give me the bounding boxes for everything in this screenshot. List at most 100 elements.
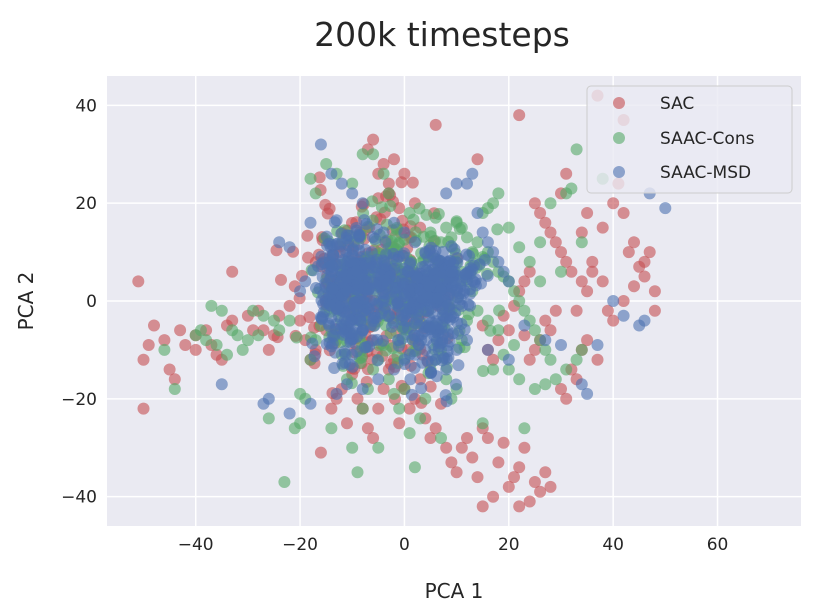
data-point	[321, 239, 334, 252]
data-point	[416, 328, 429, 341]
data-point	[476, 226, 489, 239]
data-point	[283, 299, 296, 312]
data-point	[523, 255, 536, 268]
data-point	[407, 213, 420, 226]
data-point	[464, 299, 476, 312]
chart-title: 200k timesteps	[314, 15, 570, 54]
data-point	[377, 383, 390, 395]
data-point	[194, 324, 207, 337]
data-point	[406, 176, 419, 189]
data-point	[497, 265, 510, 278]
data-point	[445, 265, 458, 278]
data-point	[398, 358, 411, 370]
data-point	[570, 143, 583, 156]
data-point	[168, 373, 181, 386]
data-point	[377, 167, 390, 180]
data-point	[492, 187, 505, 200]
y-tick-label: 0	[86, 292, 97, 312]
legend-marker-sac	[613, 97, 625, 109]
data-point	[324, 250, 336, 263]
data-point	[397, 263, 410, 275]
data-point	[476, 500, 489, 513]
data-point	[534, 485, 547, 498]
data-point	[617, 309, 630, 322]
data-point	[283, 241, 296, 254]
data-point	[168, 383, 181, 395]
data-point	[502, 275, 515, 288]
data-point	[398, 289, 411, 302]
data-point	[466, 167, 479, 180]
data-point	[221, 348, 233, 361]
data-point	[432, 292, 445, 305]
data-point	[493, 304, 506, 317]
data-point	[356, 148, 369, 161]
data-point	[549, 236, 562, 249]
data-point	[205, 299, 218, 312]
y-tick-label: −40	[61, 488, 97, 508]
data-point	[410, 271, 423, 284]
data-point	[438, 352, 451, 365]
data-point	[370, 297, 383, 310]
data-point	[386, 320, 398, 333]
data-point	[586, 255, 599, 268]
data-point	[335, 256, 348, 269]
data-point	[369, 232, 381, 245]
data-point	[513, 295, 526, 307]
data-point	[575, 343, 588, 356]
data-point	[601, 304, 614, 317]
data-point	[513, 461, 526, 474]
data-point	[544, 197, 557, 210]
data-point	[555, 265, 567, 278]
data-point	[308, 350, 321, 363]
data-point	[275, 273, 287, 286]
data-point	[430, 317, 443, 330]
data-point	[247, 304, 260, 317]
data-point	[491, 223, 504, 236]
data-point	[356, 402, 369, 415]
data-point	[471, 471, 484, 484]
legend-label-sac: SAC	[660, 94, 694, 114]
data-point	[330, 387, 343, 400]
data-point	[323, 202, 336, 215]
data-point	[226, 324, 239, 337]
x-tick-label: 0	[399, 535, 410, 555]
data-point	[502, 353, 515, 366]
data-point	[555, 246, 567, 259]
data-point	[325, 312, 338, 325]
data-point	[414, 412, 427, 425]
data-point	[607, 197, 620, 210]
data-point	[408, 461, 421, 474]
data-point	[350, 345, 363, 358]
data-point	[518, 422, 531, 435]
data-point	[367, 133, 380, 146]
data-point	[397, 321, 410, 334]
data-point	[455, 317, 468, 330]
data-point	[596, 221, 609, 234]
data-point	[560, 255, 573, 268]
data-point	[471, 207, 484, 219]
data-point	[481, 314, 494, 327]
data-point	[565, 265, 578, 278]
data-point	[314, 138, 327, 151]
data-point	[476, 417, 489, 430]
data-point	[648, 285, 661, 298]
data-point	[378, 256, 391, 269]
data-point	[403, 402, 416, 415]
data-point	[341, 378, 353, 391]
data-point	[384, 200, 397, 212]
data-point	[372, 373, 385, 386]
data-point	[404, 373, 417, 386]
data-point	[429, 118, 442, 131]
data-point	[528, 343, 541, 356]
data-point	[215, 304, 228, 317]
data-point	[174, 324, 187, 337]
data-point	[241, 334, 254, 347]
data-point	[461, 231, 473, 244]
data-point	[294, 285, 307, 298]
x-tick-label: −20	[282, 535, 318, 555]
data-point	[416, 356, 429, 369]
data-point	[338, 345, 351, 358]
data-point	[158, 334, 171, 347]
data-point	[581, 285, 594, 298]
data-point	[437, 245, 449, 258]
